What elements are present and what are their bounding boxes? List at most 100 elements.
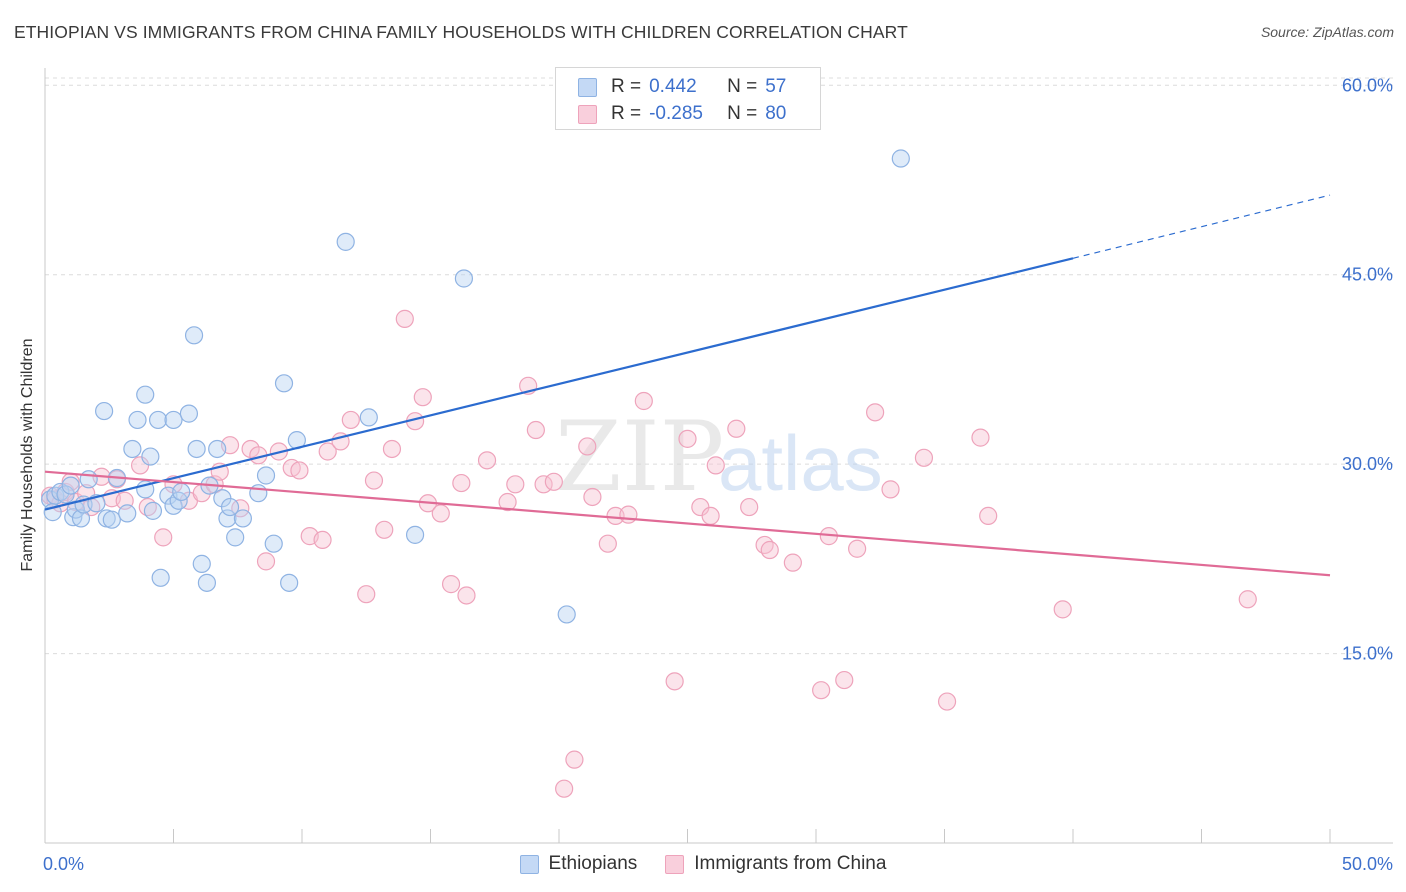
tick-labels: 15.0% 30.0% 45.0% 60.0% 0.0% 50.0% (43, 75, 1393, 874)
y-tick-label: 15.0% (1342, 644, 1393, 664)
ethiopian-point (164, 410, 183, 430)
ethiopian-point (141, 447, 160, 466)
china-point (565, 750, 584, 769)
china-point (881, 480, 900, 499)
ethiopian-point (148, 410, 168, 430)
legend-row-china: R = -0.285 N = 80 (578, 103, 786, 125)
ethiopian-point (118, 504, 137, 523)
watermark-zip: ZIP (555, 401, 724, 513)
china-point (619, 505, 638, 524)
ethiopian-point (192, 554, 211, 573)
series-legend: Ethiopians Immigrants from China (0, 852, 1406, 876)
ethiopian-point (184, 326, 204, 345)
n-value: 80 (765, 103, 787, 124)
watermark: ZIP atlas (555, 401, 883, 513)
ethiopian-point (220, 497, 240, 517)
ethiopian-point (233, 509, 252, 528)
china-point (498, 492, 517, 512)
ethiopian-point (123, 439, 142, 459)
china-point (706, 456, 725, 475)
ethiopian-point (249, 484, 268, 503)
ethiopian-point (187, 439, 206, 459)
ethiopian-point (128, 410, 147, 430)
blue-swatch (578, 77, 597, 97)
pink-series-points (41, 309, 1257, 798)
china-point (318, 442, 337, 461)
r-label: R = (611, 76, 642, 97)
china-point (701, 506, 720, 526)
ethiopian-point (226, 528, 245, 547)
china-point (413, 388, 432, 407)
y-tick-label: 30.0% (1342, 454, 1393, 474)
china-point (971, 428, 990, 447)
n-label: N = (727, 76, 758, 97)
n-label: N = (727, 103, 758, 124)
china-point (583, 487, 602, 507)
china-point (290, 461, 309, 480)
ethiopian-point (102, 510, 121, 529)
ethiopian-point (143, 501, 163, 520)
china-point (812, 681, 831, 700)
ethiopian-point (172, 482, 191, 502)
legend-label: Immigrants from China (694, 853, 887, 874)
legend-item-china: Immigrants from China (665, 853, 886, 875)
ethiopian-point (454, 269, 474, 288)
china-point (544, 472, 563, 491)
ethiopian-point (208, 439, 227, 459)
chart-title: ETHIOPIAN VS IMMIGRANTS FROM CHINA FAMIL… (14, 22, 908, 42)
china-point (477, 451, 497, 470)
china-point (866, 403, 885, 422)
ethiopian-point (79, 470, 98, 489)
china-point (979, 506, 998, 526)
gridlines (45, 77, 1393, 655)
china-point (457, 586, 476, 605)
china-point (382, 439, 402, 459)
china-point (937, 692, 957, 711)
ethiopian-point (264, 534, 283, 553)
watermark-atlas: atlas (718, 419, 883, 507)
china-point (678, 429, 697, 448)
ethiopians-trendline-extension (1072, 194, 1331, 259)
ethiopian-point (56, 485, 75, 504)
correlation-legend: R = 0.442 N = 57 R = -0.285 N = 80 (555, 67, 821, 130)
ethiopian-point (218, 509, 237, 528)
china-point (634, 391, 653, 411)
china-point (506, 475, 525, 494)
pink-swatch (578, 104, 597, 124)
china-point (760, 540, 779, 560)
legend-label: Ethiopians (548, 853, 638, 874)
china-point (1053, 600, 1072, 619)
china-point (357, 585, 376, 604)
china-point (727, 419, 746, 438)
legend-row-ethiopians: R = 0.442 N = 57 (578, 76, 786, 98)
ethiopian-point (197, 573, 217, 592)
ethiopian-point (274, 374, 294, 393)
china-point (256, 552, 276, 571)
ethiopian-point (891, 149, 910, 168)
axes (44, 68, 1393, 844)
china-point (526, 420, 545, 440)
china-point (598, 534, 617, 553)
china-point (313, 530, 332, 550)
china-point (665, 672, 684, 691)
n-value: 57 (765, 76, 787, 97)
china-point (578, 437, 597, 456)
china-point (364, 471, 384, 490)
china-point (375, 520, 394, 539)
china-point (755, 535, 774, 555)
blue-series-points (41, 149, 910, 624)
blue-swatch (519, 854, 539, 874)
china-point (154, 528, 173, 547)
ethiopian-point (280, 573, 299, 592)
ethiopians-trendline (44, 257, 1074, 511)
ethiopian-point (179, 404, 199, 423)
trendlines (44, 194, 1331, 577)
china-point (914, 448, 934, 467)
china-point (452, 473, 471, 493)
ethiopian-point (71, 509, 91, 528)
source-label: Source: ZipAtlas.com (1260, 24, 1394, 40)
ethiopian-point (151, 568, 170, 587)
china-point (431, 504, 450, 523)
china-point (783, 553, 802, 572)
ethiopian-point (164, 496, 183, 515)
